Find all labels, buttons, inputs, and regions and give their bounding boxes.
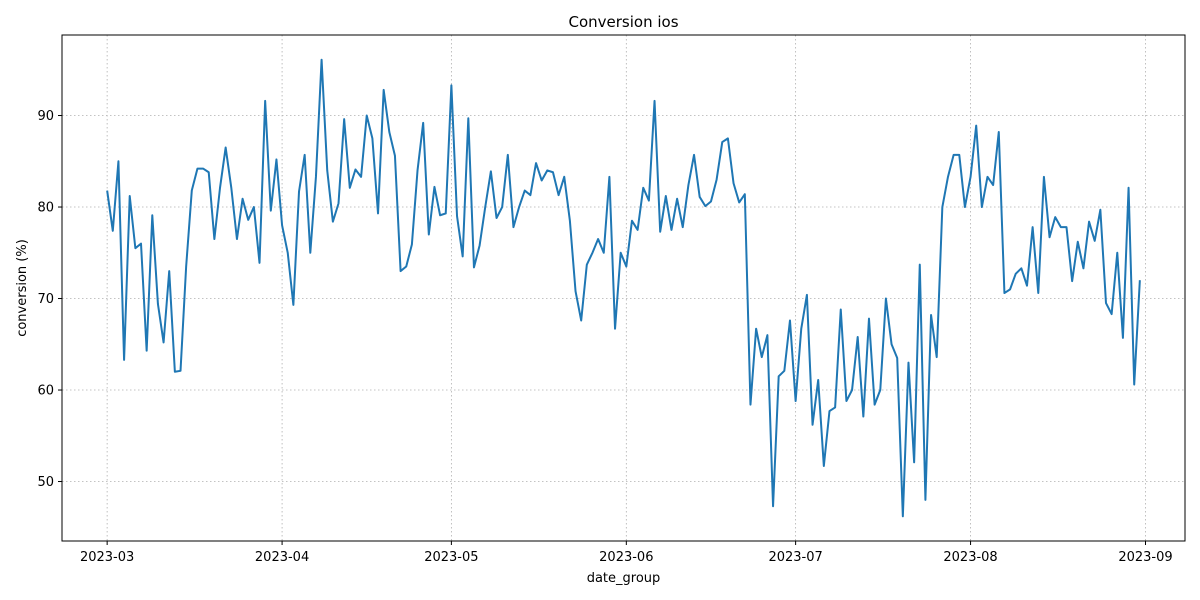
x-tick-label: 2023-08 xyxy=(943,550,997,565)
y-tick-label: 60 xyxy=(37,384,54,399)
y-tick-label: 80 xyxy=(37,201,54,216)
grid xyxy=(62,35,1185,541)
x-tick-label: 2023-04 xyxy=(255,550,309,565)
plot-frame xyxy=(61,34,1186,542)
chart-title: Conversion ios xyxy=(568,13,678,31)
x-tick-label: 2023-05 xyxy=(424,550,478,565)
x-tick-label: 2023-03 xyxy=(80,550,134,565)
x-tick-label: 2023-06 xyxy=(599,550,653,565)
y-tick-label: 70 xyxy=(37,292,54,307)
y-axis: 50 60 70 80 90 xyxy=(37,109,62,490)
x-axis: 2023-03 2023-04 2023-05 2023-06 2023-07 2023-… xyxy=(80,541,1173,565)
y-tick-label: 90 xyxy=(37,109,54,124)
x-tick-label: 2023-07 xyxy=(768,550,822,565)
y-tick-label: 50 xyxy=(37,475,54,490)
y-axis-label: conversion (%) xyxy=(15,239,30,337)
x-tick-label: 2023-09 xyxy=(1118,550,1172,565)
conversion-line xyxy=(106,58,1141,518)
x-axis-label: date_group xyxy=(587,571,661,586)
